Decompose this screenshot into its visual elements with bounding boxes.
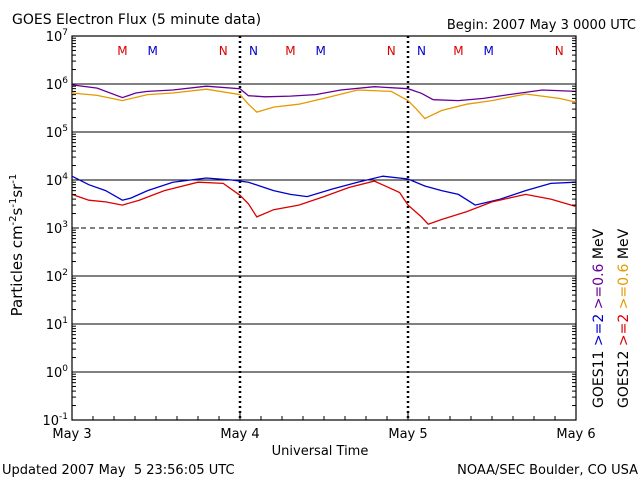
time-marker: N [387, 44, 396, 58]
x-axis-label: Universal Time [272, 444, 369, 459]
series-line-1 [71, 88, 577, 120]
time-marker: N [555, 44, 564, 58]
time-marker: N [417, 44, 426, 58]
y-tick-label: 105 [46, 124, 68, 141]
y-tick-label: 100 [46, 364, 69, 381]
x-tick-label: May 5 [388, 427, 427, 442]
x-tick-label: May 3 [52, 427, 91, 442]
y-tick-label: 107 [46, 28, 68, 45]
y-tick-label: 102 [46, 268, 68, 285]
chart-title: GOES Electron Flux (5 minute data) [12, 12, 261, 28]
legend-goes11: GOES11 >=2 >=0.6 MeV [591, 228, 607, 408]
y-tick-label: 106 [46, 76, 69, 93]
footer-credit: NOAA/SEC Boulder, CO USA [457, 463, 638, 478]
x-tick-label: May 6 [556, 427, 595, 442]
y-tick-label: 104 [46, 172, 69, 189]
time-marker: N [219, 44, 228, 58]
time-marker: M [453, 44, 463, 58]
y-axis-label: Particles cm-2s-1sr-1 [8, 174, 26, 317]
time-marker: M [483, 44, 493, 58]
x-tick-label: May 4 [220, 427, 259, 442]
y-tick-label: 103 [46, 220, 68, 237]
footer-updated: Updated 2007 May 5 23:56:05 UTC [2, 463, 235, 478]
time-marker: M [315, 44, 325, 58]
time-marker: M [285, 44, 295, 58]
series-line-2 [71, 175, 577, 206]
series-line-0 [71, 84, 577, 102]
series-line-3 [71, 180, 577, 225]
y-tick-label: 101 [46, 316, 68, 333]
time-marker: M [117, 44, 127, 58]
legend-goes12: GOES12 >=2 >=0.6 MeV [616, 228, 632, 408]
time-marker: M [147, 44, 157, 58]
time-marker: N [249, 44, 258, 58]
y-tick-label: 10-1 [42, 412, 68, 429]
begin-label: Begin: 2007 May 3 0000 UTC [447, 18, 636, 33]
